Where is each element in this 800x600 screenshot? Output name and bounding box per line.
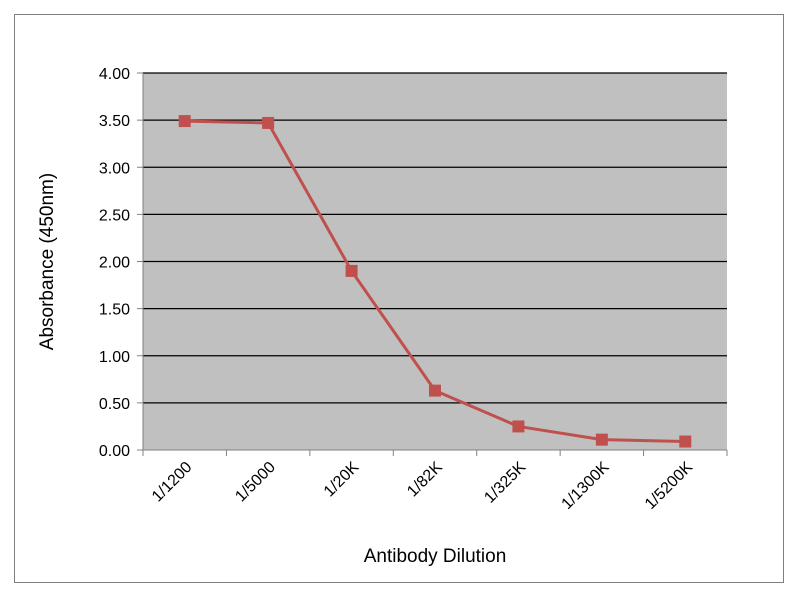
data-point-marker	[262, 116, 275, 129]
y-tick-label: 0.00	[99, 443, 130, 460]
y-tick-label: 3.00	[99, 160, 130, 177]
x-axis-title: Antibody Dilution	[364, 546, 507, 567]
x-tick-label: 1/1200	[149, 459, 196, 506]
y-tick-label: 4.00	[99, 66, 130, 83]
series-group	[178, 115, 692, 448]
data-point-marker	[345, 264, 358, 277]
y-axis-ticks: 0.00 0.50 1.00 1.50 2.00 2.50 3.00 3.50 4.00	[99, 66, 143, 460]
x-tick-label: 1/1300K	[559, 459, 613, 513]
y-tick-label: 0.50	[99, 396, 130, 413]
y-axis-title: Absorbance (450nm)	[37, 173, 58, 350]
data-point-marker	[178, 115, 191, 128]
x-tick-label: 1/5200K	[642, 459, 696, 513]
y-tick-label: 3.50	[99, 113, 130, 130]
data-point-marker	[429, 384, 441, 397]
gridlines	[143, 72, 727, 404]
x-axis-ticks: 1/1200 1/5000 1/20K 1/82K 1/325K 1/1300K 1/520…	[142, 450, 728, 513]
y-tick-label: 2.50	[99, 207, 130, 224]
x-tick-label: 1/5000	[232, 459, 279, 506]
x-tick-label: 1/325K	[481, 459, 529, 507]
x-tick-label: 1/20K	[321, 459, 363, 501]
data-point-marker	[512, 420, 525, 433]
data-point-marker	[679, 435, 692, 448]
data-point-marker	[595, 433, 608, 446]
y-tick-label: 1.00	[99, 349, 130, 366]
x-tick-label: 1/82K	[404, 459, 446, 501]
y-tick-label: 2.00	[99, 255, 130, 272]
y-tick-label: 1.50	[99, 302, 130, 319]
